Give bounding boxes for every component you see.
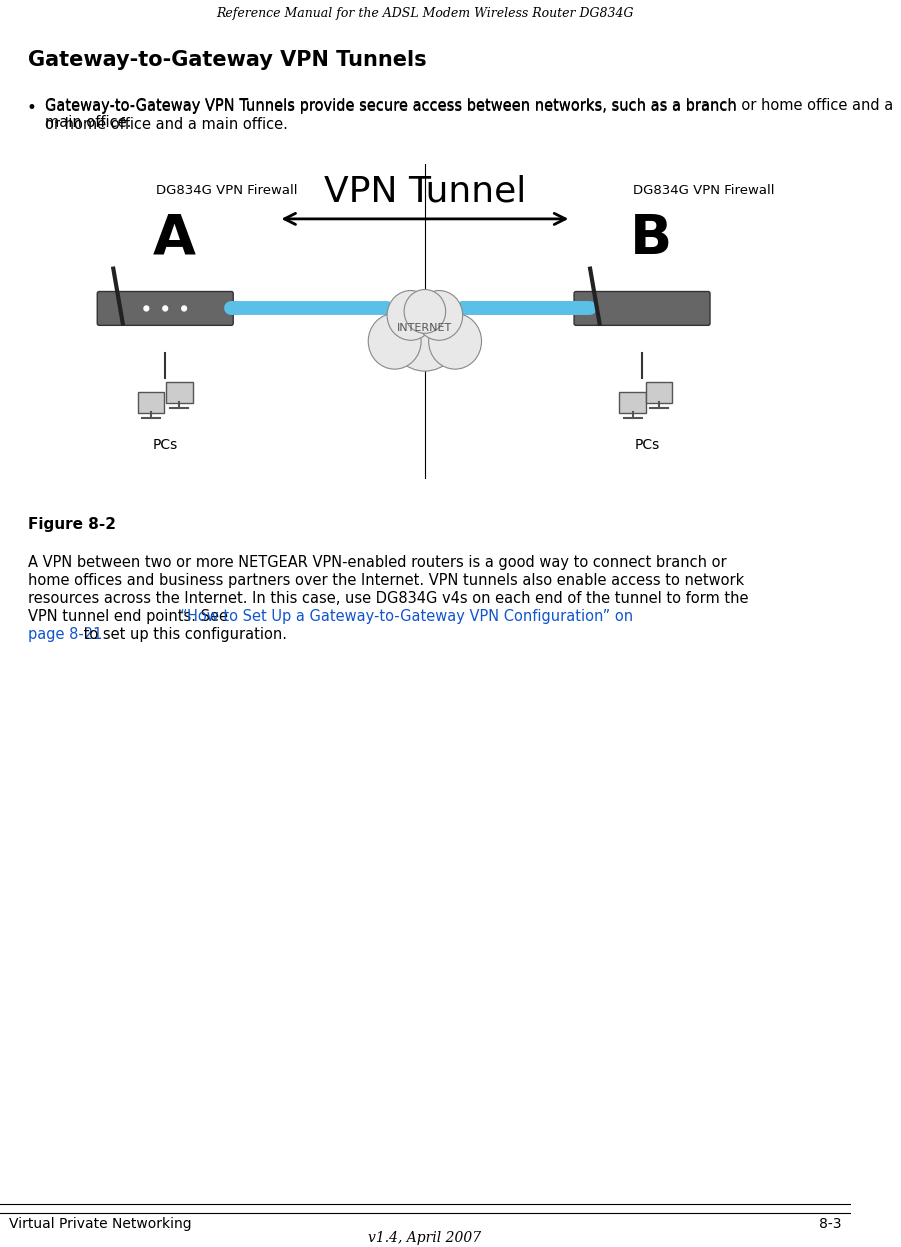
- Text: A VPN between two or more NETGEAR VPN-enabled routers is a good way to connect b: A VPN between two or more NETGEAR VPN-en…: [28, 555, 727, 570]
- Circle shape: [429, 313, 481, 369]
- Text: PCs: PCs: [634, 438, 660, 451]
- Text: VPN Tunnel: VPN Tunnel: [323, 175, 526, 208]
- Text: “How to Set Up a Gateway-to-Gateway VPN Configuration” on: “How to Set Up a Gateway-to-Gateway VPN …: [180, 609, 633, 624]
- FancyArrow shape: [232, 304, 307, 313]
- Circle shape: [387, 291, 434, 340]
- Circle shape: [389, 296, 460, 372]
- Text: v1.4, April 2007: v1.4, April 2007: [369, 1231, 481, 1245]
- Text: VPN tunnel end points. See: VPN tunnel end points. See: [28, 609, 233, 624]
- Text: or home office and a main office.: or home office and a main office.: [45, 117, 288, 132]
- Text: to set up this configuration.: to set up this configuration.: [79, 627, 287, 642]
- FancyBboxPatch shape: [166, 382, 193, 403]
- Circle shape: [369, 313, 421, 369]
- Circle shape: [144, 306, 149, 311]
- FancyBboxPatch shape: [97, 292, 233, 325]
- Text: Gateway-to-Gateway VPN Tunnels provide secure access between networks, such as a: Gateway-to-Gateway VPN Tunnels provide s…: [45, 97, 894, 130]
- Text: Virtual Private Networking: Virtual Private Networking: [9, 1217, 192, 1231]
- Text: •: •: [26, 100, 36, 117]
- Text: page 8-21: page 8-21: [28, 627, 103, 642]
- Text: Figure 8-2: Figure 8-2: [28, 518, 116, 532]
- Text: Reference Manual for the ADSL Modem Wireless Router DG834G: Reference Manual for the ADSL Modem Wire…: [216, 7, 633, 20]
- Text: home offices and business partners over the Internet. VPN tunnels also enable ac: home offices and business partners over …: [28, 574, 744, 589]
- Text: Gateway-to-Gateway VPN Tunnels: Gateway-to-Gateway VPN Tunnels: [28, 50, 427, 70]
- Circle shape: [415, 291, 462, 340]
- Text: Gateway-to-Gateway VPN Tunnels provide secure access between networks, such as a: Gateway-to-Gateway VPN Tunnels provide s…: [45, 100, 737, 115]
- Text: A: A: [153, 212, 196, 266]
- FancyBboxPatch shape: [646, 382, 672, 403]
- Text: resources across the Internet. In this case, use DG834G v4s on each end of the t: resources across the Internet. In this c…: [28, 591, 749, 606]
- Text: DG834G VPN Firewall: DG834G VPN Firewall: [633, 185, 774, 197]
- Text: B: B: [631, 212, 673, 266]
- Circle shape: [182, 306, 187, 311]
- Text: PCs: PCs: [152, 438, 177, 451]
- FancyBboxPatch shape: [138, 392, 165, 413]
- FancyBboxPatch shape: [574, 292, 710, 325]
- Text: DG834G VPN Firewall: DG834G VPN Firewall: [156, 185, 297, 197]
- FancyBboxPatch shape: [619, 392, 646, 413]
- Circle shape: [163, 306, 168, 311]
- Text: INTERNET: INTERNET: [397, 323, 452, 333]
- Circle shape: [405, 289, 446, 333]
- Text: 8-3: 8-3: [819, 1217, 842, 1231]
